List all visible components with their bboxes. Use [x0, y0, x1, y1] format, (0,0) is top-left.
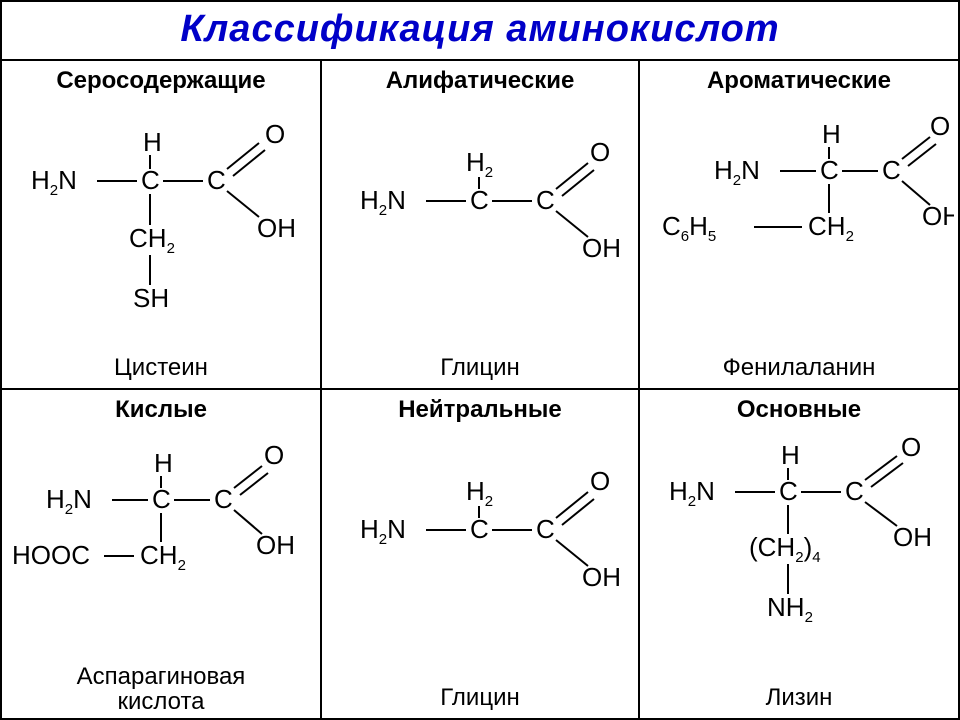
amino-name: Глицин: [322, 354, 638, 382]
atom-oh: OH: [582, 562, 621, 592]
atom-h2-top: H2: [466, 147, 493, 181]
bond: [556, 163, 588, 189]
atom-oh: OH: [893, 522, 932, 552]
atom-ch2: CH2: [140, 540, 186, 574]
amino-name: Фенилаланин: [640, 354, 958, 382]
cell-aspartic: Кислые H2N C H C O OH CH2 HOOC: [2, 390, 322, 719]
cell-glycine-neutral: Нейтральные H2N C H2 C O OH Глицин: [322, 390, 640, 719]
atom-sh: SH: [133, 283, 169, 309]
atom-h-alpha: H: [781, 440, 800, 470]
atom-o-dbl: O: [590, 466, 610, 496]
title-row: Классификация аминокислот: [2, 2, 958, 61]
atom-c-carboxyl: C: [536, 185, 555, 215]
formula-aspartic: H2N C H C O OH CH2 HOOC: [6, 428, 316, 598]
atom-h2-top: H2: [466, 476, 493, 510]
cell-glycine-aliphatic: Алифатические H2N C H2 C O OH Глицин: [322, 61, 640, 390]
atom-c-alpha: C: [152, 484, 171, 514]
atom-h2n: H2N: [46, 484, 92, 518]
atom-nh2: NH2: [767, 592, 813, 626]
atom-o-dbl: O: [264, 440, 284, 470]
bond: [562, 499, 594, 525]
atom-c-carboxyl: C: [214, 484, 233, 514]
bond: [240, 473, 268, 495]
amino-name: Аспарагиновая кислота: [2, 664, 320, 714]
bond: [556, 492, 588, 518]
atom-h2n: H2N: [360, 185, 406, 219]
atom-c-alpha: C: [141, 165, 160, 195]
atom-c: C: [470, 185, 489, 215]
atom-oh: OH: [256, 530, 295, 560]
formula-phenylalanine: H2N C H C O OH CH2 C6H5: [644, 99, 954, 279]
atom-oh: OH: [922, 201, 954, 231]
category-label: Кислые: [115, 396, 207, 424]
category-label: Ароматические: [707, 67, 891, 95]
atom-c: C: [470, 514, 489, 544]
cell-lysine: Основные H2N C H C O OH (CH2)4 NH2: [640, 390, 958, 719]
atom-o-dbl: O: [930, 111, 950, 141]
amino-name: Цистеин: [2, 354, 320, 382]
atom-c-alpha: C: [820, 155, 839, 185]
atom-o-dbl: O: [265, 119, 285, 149]
atom-c-carboxyl: C: [882, 155, 901, 185]
atom-c-carboxyl: C: [536, 514, 555, 544]
bond: [865, 456, 897, 480]
bond: [227, 143, 259, 169]
formula-cysteine: H2N C H C O OH CH2: [11, 99, 311, 309]
page-title: Классификация аминокислот: [180, 8, 779, 50]
bond: [902, 137, 930, 159]
category-label: Нейтральные: [398, 396, 562, 424]
atom-o-dbl: O: [901, 432, 921, 462]
atom-oh: OH: [582, 233, 621, 263]
amino-name: Глицин: [322, 684, 638, 712]
atom-ch2: CH2: [129, 223, 175, 257]
atom-h-alpha: H: [154, 448, 173, 478]
atom-phenyl: C6H5: [662, 211, 716, 245]
cell-cysteine: Серосодержащие H2N C H C O OH: [2, 61, 322, 390]
cell-phenylalanine: Ароматические H2N C H C O OH CH2 C6H5: [640, 61, 958, 390]
amino-name: Лизин: [640, 684, 958, 712]
formula-lysine: H2N C H C O OH (CH2)4 NH2: [649, 428, 949, 648]
atom-c-alpha: C: [779, 476, 798, 506]
amino-name-line2: кислота: [117, 688, 204, 715]
atom-h2n: H2N: [360, 514, 406, 548]
formula-glycine-1: H2N C H2 C O OH: [330, 99, 630, 269]
category-label: Алифатические: [386, 67, 575, 95]
atom-c-carboxyl: C: [845, 476, 864, 506]
atom-h2n: H2N: [714, 155, 760, 189]
atom-ch2: CH2: [808, 211, 854, 245]
formula-glycine-2: H2N C H2 C O OH: [330, 428, 630, 598]
atom-h2n: H2N: [669, 476, 715, 510]
atom-hooc: HOOC: [12, 540, 90, 570]
atom-h-alpha: H: [143, 127, 162, 157]
atom-ch2-4: (CH2)4: [749, 532, 821, 566]
bond: [233, 150, 265, 176]
page-frame: Классификация аминокислот Серосодержащие…: [0, 0, 960, 720]
bond: [871, 463, 903, 487]
atom-c-carboxyl: C: [207, 165, 226, 195]
amino-acid-grid: Серосодержащие H2N C H C O OH: [2, 61, 958, 718]
bond: [562, 170, 594, 196]
category-label: Основные: [737, 396, 861, 424]
bond: [234, 466, 262, 488]
category-label: Серосодержащие: [56, 67, 265, 95]
atom-oh: OH: [257, 213, 296, 243]
bond: [227, 191, 259, 217]
atom-h-alpha: H: [822, 119, 841, 149]
bond: [908, 144, 936, 166]
amino-name-line1: Аспарагиновая: [77, 663, 246, 690]
atom-o-dbl: O: [590, 137, 610, 167]
atom-h2n: H2N: [31, 165, 77, 199]
